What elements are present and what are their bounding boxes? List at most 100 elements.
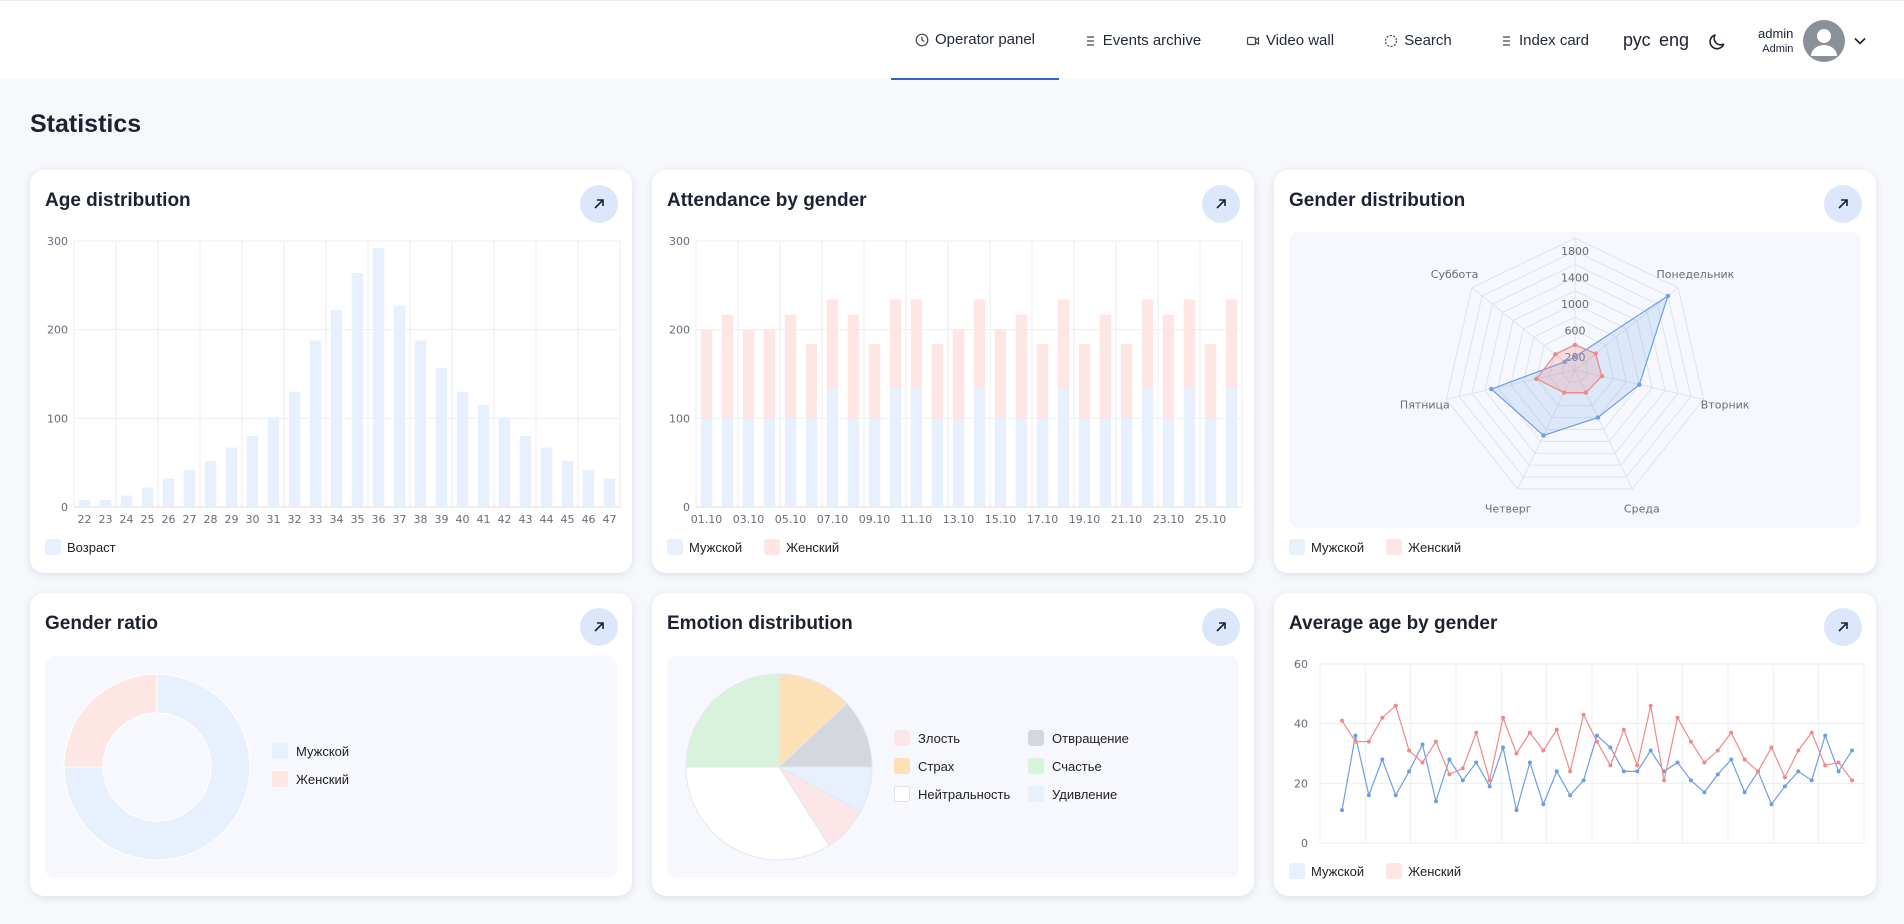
radar-point — [1534, 376, 1539, 382]
line-point — [1501, 745, 1506, 750]
legend-swatch-male — [1289, 863, 1305, 879]
bar — [183, 469, 196, 507]
expand-button[interactable] — [580, 185, 618, 223]
line-series — [1341, 733, 1853, 811]
lang-ru-button[interactable]: рус — [1623, 30, 1651, 50]
legend: Мужской Женский — [1289, 539, 1461, 555]
line-point — [1474, 760, 1479, 765]
arrow-up-right-icon — [1216, 622, 1226, 632]
x-tick-label: 45 — [561, 513, 575, 526]
bar — [603, 478, 616, 507]
bar — [763, 329, 776, 419]
expand-button[interactable] — [1202, 608, 1240, 646]
expand-button[interactable] — [1824, 185, 1862, 223]
line-point — [1688, 739, 1693, 744]
line-point — [1809, 778, 1814, 783]
y-tick-label: 300 — [47, 235, 68, 248]
x-tick-label: 43 — [519, 513, 533, 526]
bar — [288, 391, 301, 507]
user-silhouette-icon — [1811, 29, 1838, 56]
radar-ring — [1484, 277, 1666, 454]
arrow-up-right-icon — [1838, 622, 1848, 632]
radar-ring — [1458, 250, 1692, 478]
y-tick-label: 0 — [683, 501, 690, 514]
line-point — [1756, 769, 1761, 774]
bar — [994, 329, 1007, 419]
avatar[interactable] — [1803, 20, 1846, 62]
x-tick-label: 19.10 — [1069, 513, 1101, 526]
line-point — [1568, 769, 1573, 774]
line-point — [1769, 802, 1774, 807]
bar — [805, 418, 818, 507]
x-tick-label: 23.10 — [1153, 513, 1185, 526]
expand-button[interactable] — [1824, 608, 1862, 646]
legend-label-female: Женский — [296, 771, 349, 787]
line-point — [1823, 733, 1828, 738]
line-point — [1487, 784, 1492, 789]
moon-icon[interactable] — [1707, 30, 1729, 52]
bar — [1183, 388, 1196, 507]
pie-slice — [777, 702, 873, 768]
legend-swatch-disgust — [1028, 730, 1044, 746]
y-tick-label: 300 — [669, 235, 690, 248]
bar — [910, 299, 923, 389]
x-tick-label: 29 — [225, 513, 239, 526]
bar — [1036, 418, 1049, 507]
lang-en-button[interactable]: eng — [1659, 30, 1690, 50]
legend-label-surprise: Удивление — [1052, 786, 1118, 802]
bar — [847, 418, 860, 507]
bar — [826, 299, 839, 389]
bar — [805, 343, 818, 419]
nav-search[interactable]: Search — [1378, 1, 1458, 80]
x-tick-label: 17.10 — [1027, 513, 1059, 526]
expand-button[interactable] — [1202, 185, 1240, 223]
line-point — [1836, 769, 1841, 774]
line-point — [1836, 760, 1841, 765]
legend-label-male: Мужской — [689, 539, 743, 555]
line-point — [1420, 742, 1425, 747]
x-tick-label: 47 — [603, 513, 617, 526]
radar-point — [1561, 390, 1567, 395]
user-menu[interactable]: admin Admin — [1758, 20, 1867, 62]
line-point — [1393, 793, 1398, 798]
arrow-up-right-icon — [1838, 199, 1848, 209]
radar-tick-label: 1400 — [1561, 272, 1589, 285]
card-title: Average age by gender — [1289, 613, 1498, 634]
search-dashed-icon — [1385, 34, 1398, 47]
x-tick-label: 42 — [498, 513, 512, 526]
y-tick-label: 100 — [47, 412, 68, 425]
radar-tick-label: 1800 — [1561, 245, 1589, 258]
bar — [1078, 418, 1091, 507]
bar — [931, 418, 944, 507]
nav-events-archive-label: Events archive — [1102, 32, 1202, 49]
user-name: admin — [1758, 26, 1794, 41]
bar — [582, 469, 595, 507]
legend-swatch-happiness — [1028, 758, 1044, 774]
line-point — [1769, 745, 1774, 750]
line-point — [1393, 703, 1398, 708]
legend-label: Возраст — [67, 539, 116, 555]
y-tick-label: 200 — [47, 324, 68, 337]
bar — [393, 305, 406, 507]
x-tick-label: 30 — [246, 513, 260, 526]
bar — [742, 329, 755, 419]
line-point — [1433, 799, 1438, 804]
nav-index-card[interactable]: Index card — [1494, 1, 1594, 80]
legend-label-disgust: Отвращение — [1052, 730, 1129, 746]
line-point — [1715, 748, 1720, 753]
radar-ring — [1522, 316, 1628, 419]
attendance-stacked-bar-chart: 0 100 200 300 01.10 03.10 05.10 07.10 09.10 11.10… — [669, 235, 1243, 526]
card-gender-ratio: Gender ratio Мужской Женский — [30, 593, 632, 896]
nav-operator-panel[interactable]: Operator panel — [891, 1, 1059, 80]
pie-slice — [685, 766, 830, 861]
bar — [540, 447, 553, 507]
legend: Мужской Женский — [667, 539, 839, 555]
radar-point — [1637, 382, 1642, 387]
radar-ring — [1445, 237, 1705, 490]
expand-button[interactable] — [580, 608, 618, 646]
radar-axis-label: Среда — [1624, 503, 1660, 516]
bar — [414, 340, 427, 507]
bar — [1057, 299, 1070, 389]
nav-video-wall[interactable]: Video wall — [1240, 1, 1340, 80]
nav-events-archive[interactable]: Events archive — [1080, 1, 1204, 80]
